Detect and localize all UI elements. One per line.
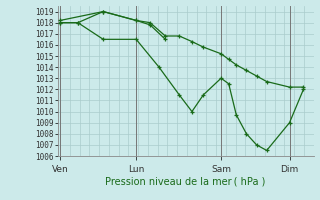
X-axis label: Pression niveau de la mer ( hPa ): Pression niveau de la mer ( hPa ) xyxy=(105,177,266,187)
